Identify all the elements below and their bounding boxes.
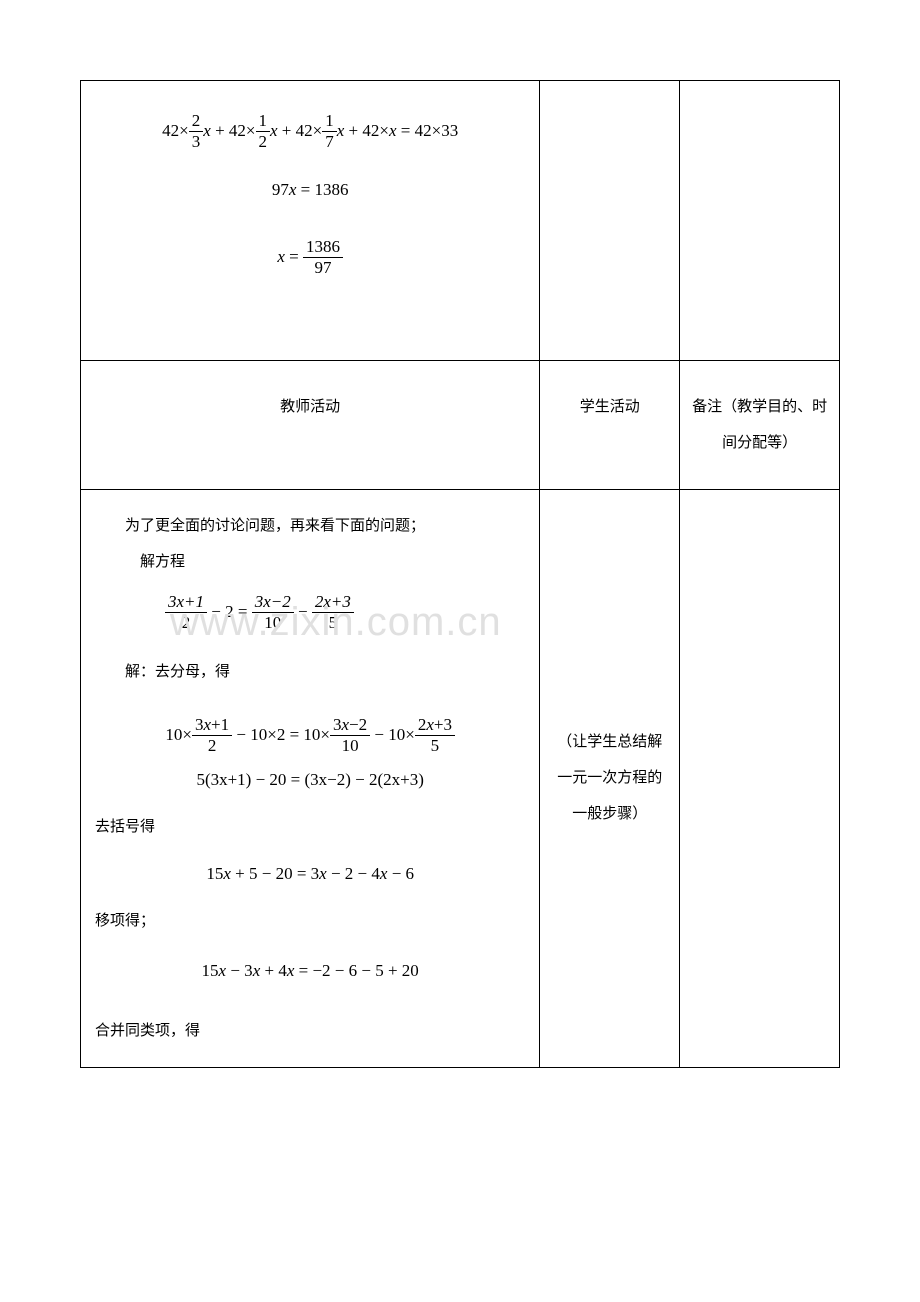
equation-2: 97x = 1386 [95, 173, 525, 207]
header-teacher: 教师活动 [81, 361, 540, 490]
notes-cell-1 [680, 81, 840, 361]
student-note: （让学生总结解一元一次方程的一般步骤） [550, 724, 669, 832]
student-cell-1 [540, 81, 680, 361]
teacher-content-cell: 为了更全面的讨论问题，再来看下面的问题； 解方程 3x+12 − 2 = 3x−… [81, 490, 540, 1068]
step3-label: 移项得； [95, 903, 525, 939]
solve-label: 解方程 [95, 544, 525, 580]
equation-cell-1: 42×23x + 42×12x + 42×17x + 42×x = 42×33 … [81, 81, 540, 361]
lesson-table: 42×23x + 42×12x + 42×17x + 42×x = 42×33 … [80, 80, 840, 1068]
step1-equation: 10×3x+12 − 10×2 = 10×3x−210 − 10×2x+35 5… [95, 715, 525, 797]
notes-content-cell [680, 490, 840, 1068]
step2-equation: 15x + 5 − 20 = 3x − 2 − 4x − 6 [95, 857, 525, 891]
step3-equation: 15x − 3x + 4x = −2 − 6 − 5 + 20 [95, 954, 525, 988]
step2-label: 去括号得 [95, 809, 525, 845]
main-equation: 3x+12 − 2 = 3x−210 − 2x+35 [95, 592, 525, 634]
table-row: 42×23x + 42×12x + 42×17x + 42×x = 42×33 … [81, 81, 840, 361]
table-header-row: 教师活动 学生活动 备注（教学目的、时间分配等） [81, 361, 840, 490]
equation-3: x = 138697 [95, 237, 525, 279]
step1-label: 解：去分母，得 [95, 654, 525, 690]
intro-text: 为了更全面的讨论问题，再来看下面的问题； [95, 508, 525, 544]
equation-1: 42×23x + 42×12x + 42×17x + 42×x = 42×33 [95, 111, 525, 153]
step4-label: 合并同类项，得 [95, 1013, 525, 1049]
header-student: 学生活动 [540, 361, 680, 490]
header-notes: 备注（教学目的、时间分配等） [680, 361, 840, 490]
student-content-cell: （让学生总结解一元一次方程的一般步骤） [540, 490, 680, 1068]
table-row: 为了更全面的讨论问题，再来看下面的问题； 解方程 3x+12 − 2 = 3x−… [81, 490, 840, 1068]
